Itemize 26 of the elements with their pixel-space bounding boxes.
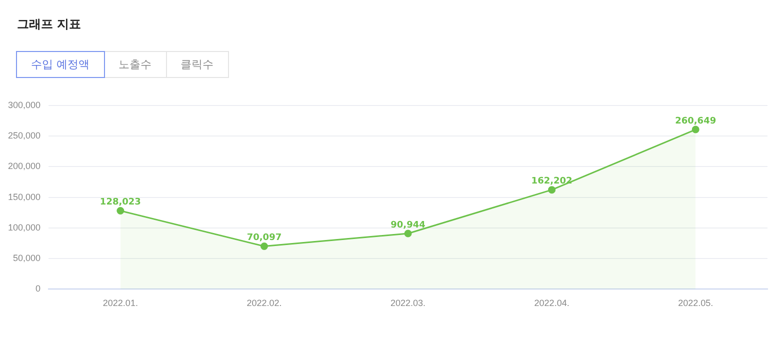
x-tick-label: 2022.05.: [678, 298, 714, 308]
x-tick-label: 2022.01.: [102, 298, 138, 308]
point: [692, 126, 700, 134]
point: [260, 242, 268, 250]
data-label: 70,097: [246, 233, 282, 244]
y-tick-label: 250,000: [8, 130, 41, 141]
data-label: 162,202: [531, 176, 572, 187]
data-label: 128,023: [100, 198, 141, 208]
chart-title: 그래프 지표: [17, 16, 82, 33]
y-tick-label: 0: [36, 284, 41, 294]
text: 수입 예정액: [16, 51, 104, 78]
data-label: 90,944: [390, 220, 426, 230]
text: 클릭수: [166, 51, 228, 78]
point: [548, 186, 556, 194]
point: [116, 207, 124, 215]
y-tick-label: 200,000: [8, 161, 41, 172]
point: [404, 230, 412, 238]
x-tick-label: 2022.04.: [534, 298, 570, 308]
y-tick-label: 300,000: [8, 100, 41, 110]
x-tick-label: 2022.02.: [246, 298, 282, 308]
data-label: 260,649: [675, 116, 716, 126]
y-tick-label: 50,000: [13, 253, 41, 264]
y-tick-label: 150,000: [8, 192, 41, 202]
text: 노출수: [104, 51, 166, 78]
x-tick-label: 2022.03.: [390, 298, 426, 308]
y-tick-label: 100,000: [8, 222, 41, 232]
